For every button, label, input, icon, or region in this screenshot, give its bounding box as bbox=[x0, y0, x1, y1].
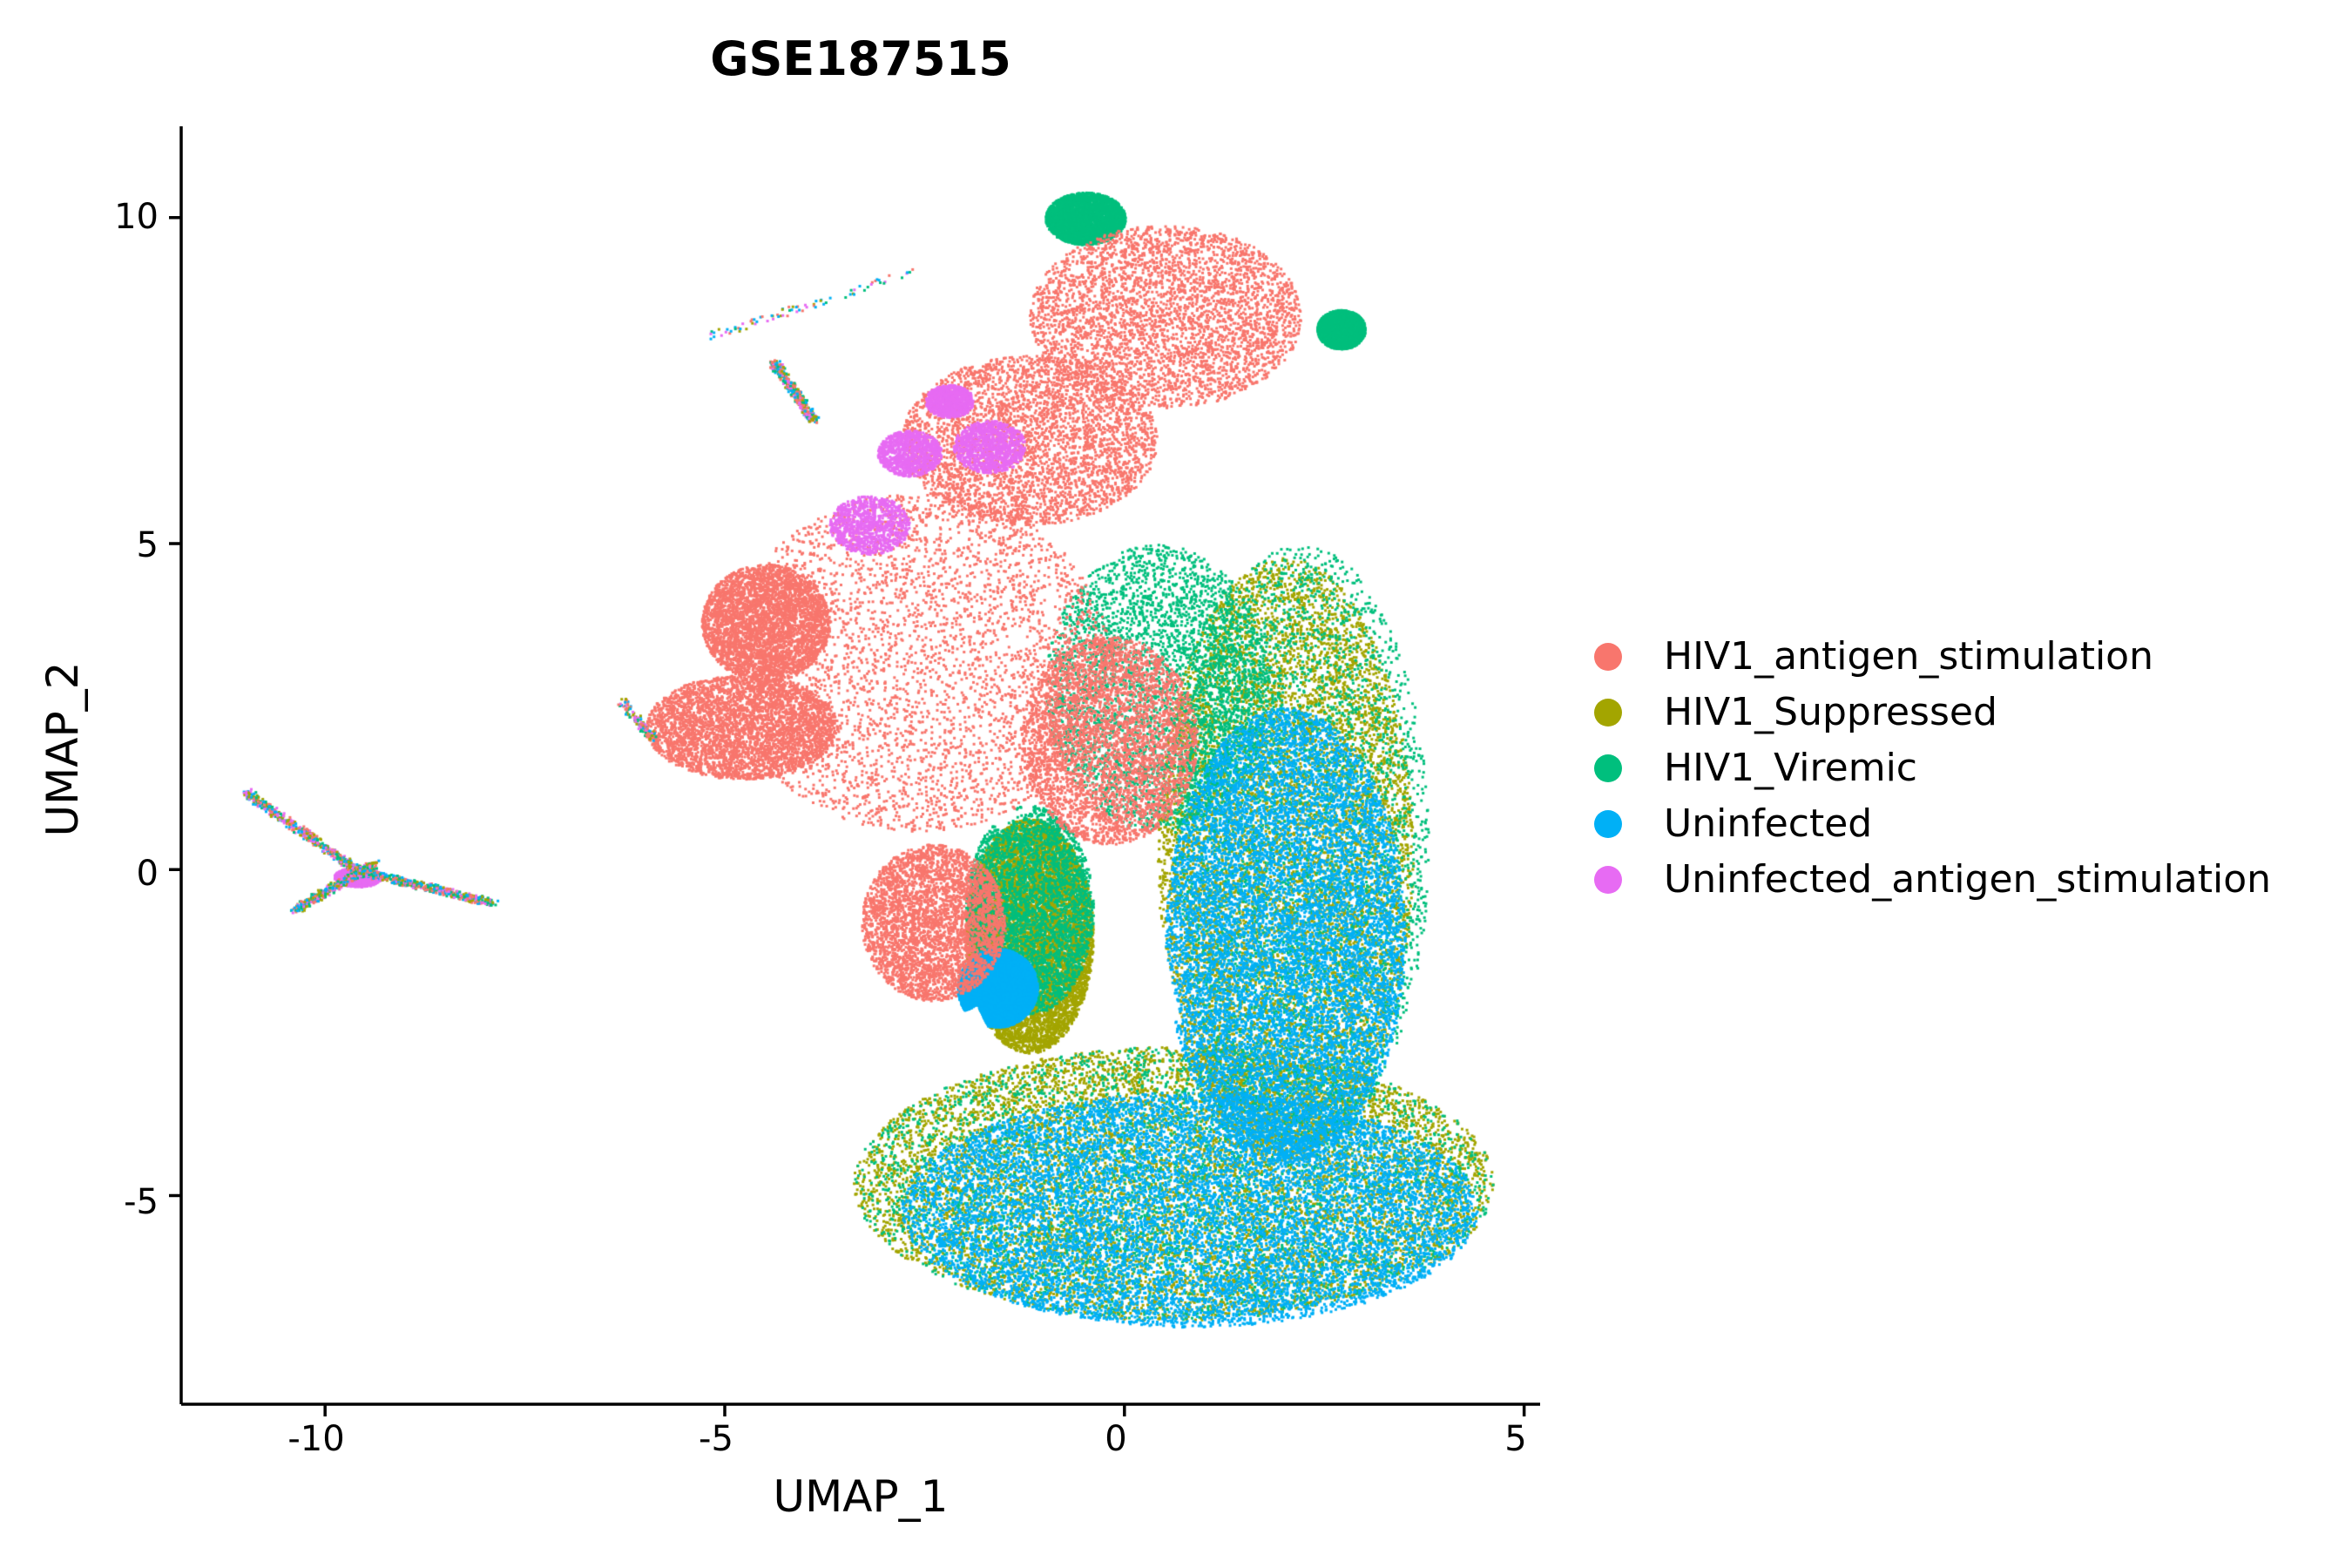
legend-swatch-dot bbox=[1594, 699, 1622, 727]
legend-label: Uninfected bbox=[1664, 801, 1873, 846]
legend-label: Uninfected_antigen_stimulation bbox=[1664, 857, 2272, 902]
y-tick-label: 0 bbox=[136, 854, 159, 894]
legend-swatch-dot bbox=[1594, 810, 1622, 838]
y-tick-label: 5 bbox=[136, 525, 159, 565]
x-tick-label: -5 bbox=[699, 1419, 733, 1459]
y-axis-title: UMAP_2 bbox=[37, 661, 88, 837]
legend-swatch-dot bbox=[1594, 643, 1622, 671]
legend-label: HIV1_Suppressed bbox=[1664, 690, 1997, 734]
x-axis-title: UMAP_1 bbox=[773, 1471, 949, 1522]
y-tick-label: 10 bbox=[114, 197, 159, 237]
x-tick-label: 5 bbox=[1504, 1419, 1527, 1459]
y-tick-label: -5 bbox=[124, 1182, 159, 1222]
x-tick-label: 0 bbox=[1105, 1419, 1127, 1459]
legend-swatch-dot bbox=[1594, 754, 1622, 782]
x-tick-label: -10 bbox=[287, 1419, 345, 1459]
chart-title: GSE187515 bbox=[710, 31, 1011, 86]
legend-label: HIV1_Viremic bbox=[1664, 746, 1917, 790]
legend-label: HIV1_antigen_stimulation bbox=[1664, 634, 2153, 679]
legend-swatch-dot bbox=[1594, 866, 1622, 894]
